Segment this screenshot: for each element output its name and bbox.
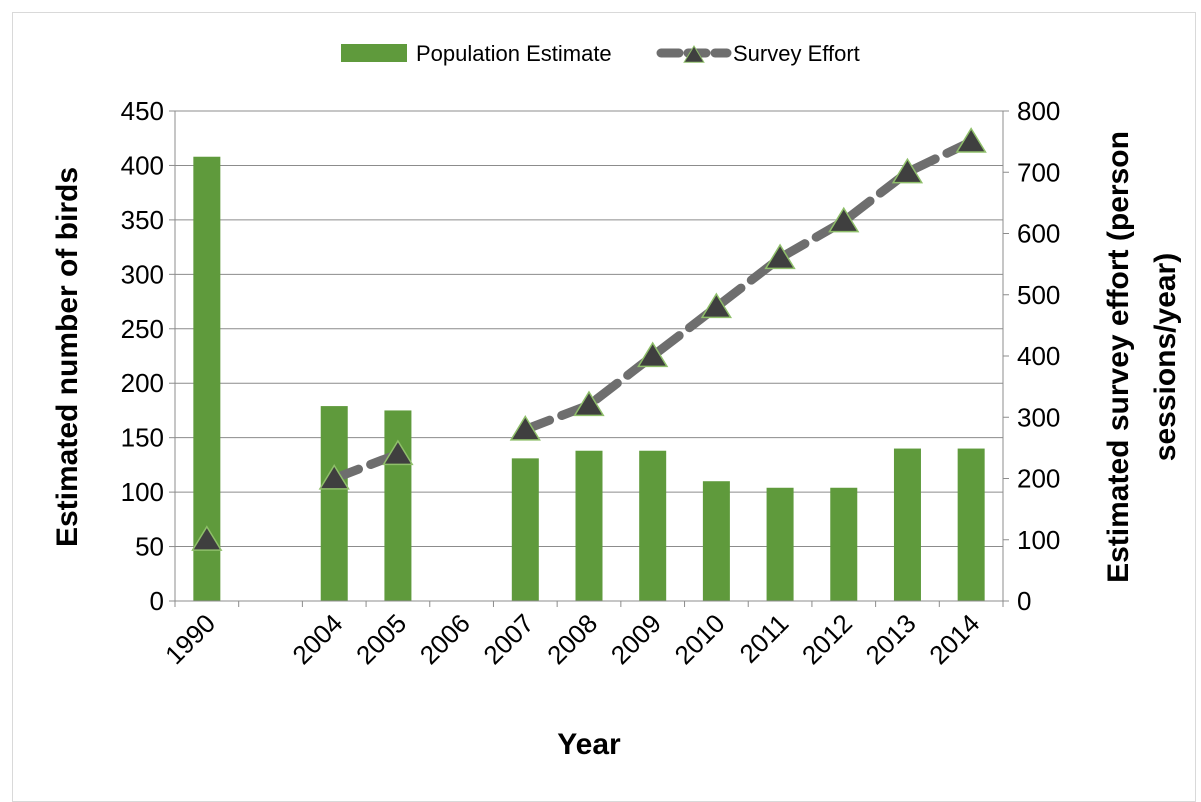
- legend: Population Estimate Survey Effort: [341, 41, 860, 66]
- y-tick-label-right: 200: [1017, 464, 1060, 494]
- effort-marker: [700, 292, 733, 319]
- y-tick-label: 250: [121, 314, 164, 344]
- effort-marker: [955, 127, 987, 153]
- y-tick-label: 300: [121, 259, 164, 289]
- x-ticks: 1990 2004 2005 2006 2007 2008 2009 2010 2011 2012…: [159, 608, 985, 670]
- y-tick-label: 400: [121, 150, 164, 180]
- x-tick-label: 2004: [286, 608, 348, 670]
- bar: [320, 406, 348, 601]
- y-tick-label: 200: [121, 368, 164, 398]
- x-tick-label: 2013: [860, 608, 922, 670]
- bar: [766, 487, 794, 601]
- effort-line: [191, 127, 987, 551]
- effort-marker: [382, 439, 414, 466]
- y-tick-label-right: 800: [1017, 96, 1060, 126]
- legend-label-population: Population Estimate: [416, 41, 612, 66]
- right-ticks: 0 100 200 300 400 500 600 700 800: [1017, 96, 1060, 616]
- x-tick-label: 2007: [477, 608, 539, 670]
- x-tick-label: 2010: [669, 608, 731, 670]
- x-tick-label: 2011: [734, 608, 795, 669]
- y-tick-label-right: 700: [1017, 157, 1060, 187]
- x-tick-label: 1990: [159, 608, 221, 670]
- legend-swatch-population: [341, 44, 407, 62]
- x-axis-title: Year: [557, 728, 621, 761]
- y-tick-label: 100: [121, 477, 164, 507]
- bar: [511, 458, 539, 601]
- effort-marker: [828, 206, 860, 233]
- bar: [830, 487, 858, 601]
- bar: [639, 450, 667, 601]
- legend-marker-effort: [683, 45, 705, 63]
- y-tick-label: 350: [121, 205, 164, 235]
- y-axis-title-right-line2: sessions/year): [1149, 253, 1182, 461]
- effort-marker: [573, 390, 605, 417]
- bar: [702, 481, 730, 601]
- effort-marker: [637, 341, 669, 368]
- y-tick-label-right: 400: [1017, 341, 1060, 371]
- y-tick-label: 450: [121, 96, 164, 126]
- gridlines: [175, 110, 1003, 548]
- bars: [193, 156, 985, 601]
- effort-marker: [764, 243, 796, 270]
- effort-marker: [318, 464, 350, 490]
- y-axis-title-left: Estimated number of birds: [51, 167, 84, 547]
- x-tick-label: 2005: [350, 608, 412, 670]
- bar: [575, 450, 603, 601]
- y-tick-label: 150: [121, 423, 164, 453]
- effort-marker: [509, 415, 541, 441]
- effort-line-segment: [520, 137, 976, 434]
- x-tick-label: 2006: [414, 608, 476, 670]
- x-tick-label: 2014: [923, 608, 985, 670]
- effort-marker: [191, 525, 223, 551]
- x-tick-label: 2008: [541, 608, 603, 670]
- effort-marker: [891, 157, 924, 184]
- y-tick-label: 0: [150, 586, 164, 616]
- y-tick-label-right: 300: [1017, 402, 1060, 432]
- legend-label-effort: Survey Effort: [733, 41, 860, 66]
- y-tick-label-right: 0: [1017, 586, 1031, 616]
- bar: [893, 448, 921, 601]
- x-tick-label: 2012: [796, 608, 858, 670]
- bar: [384, 410, 412, 601]
- y-tick-label-right: 600: [1017, 219, 1060, 249]
- y-tick-label: 50: [135, 532, 164, 562]
- bar: [957, 448, 985, 601]
- axes: [169, 110, 1009, 607]
- y-tick-label-right: 500: [1017, 280, 1060, 310]
- x-tick-label: 2009: [605, 608, 667, 670]
- y-tick-label-right: 100: [1017, 525, 1060, 555]
- left-ticks: 0 50 100 150 200 250 300 350 400 450: [121, 96, 164, 616]
- y-axis-title-right-line1: Estimated survey effort (person: [1102, 131, 1135, 583]
